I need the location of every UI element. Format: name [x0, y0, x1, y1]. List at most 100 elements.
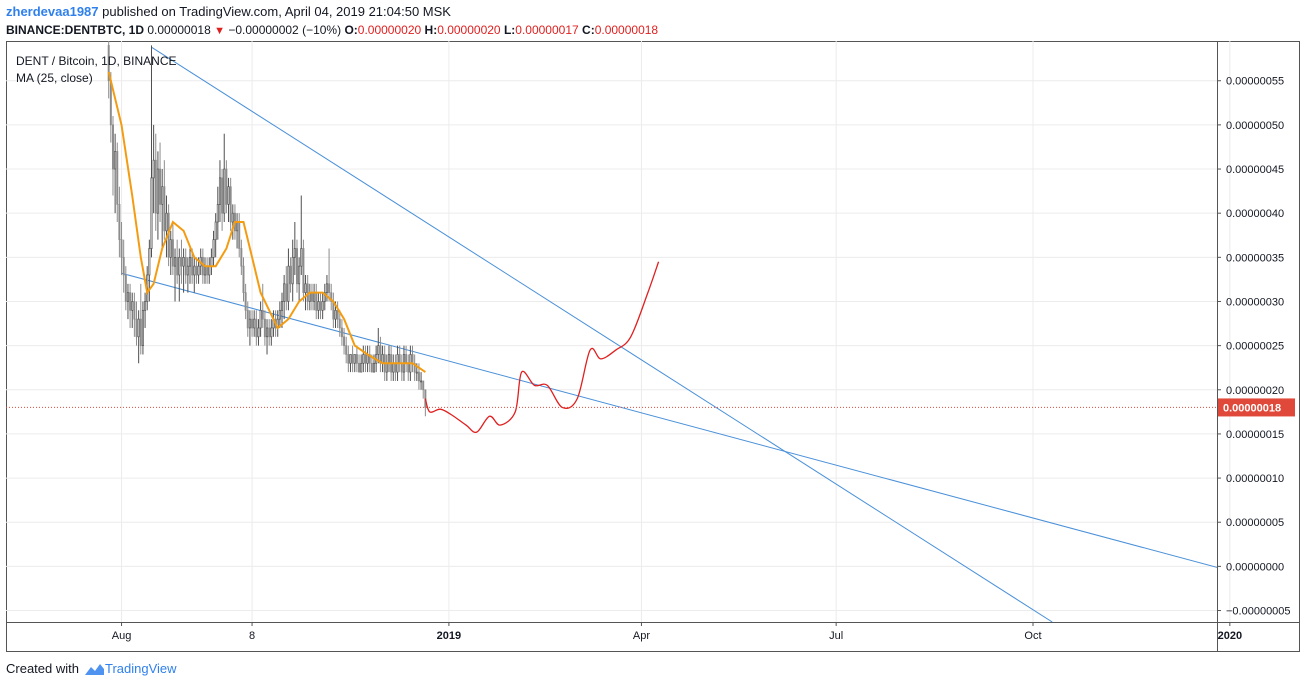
candle-body — [227, 186, 230, 205]
legend-symbol-title: DENT / Bitcoin, 1D, BINANCE — [16, 54, 177, 68]
candle-body — [422, 380, 425, 391]
price-change: −0.00000002 (−10%) — [228, 23, 342, 37]
ma-line — [107, 71, 426, 373]
candle-body — [210, 256, 213, 267]
tradingview-brand: TradingView — [104, 661, 177, 676]
ohlc-line: BINANCE:DENTBTC, 1D 0.00000018 ▼ −0.0000… — [6, 21, 1296, 39]
candle-body — [124, 274, 127, 302]
candle-body — [159, 168, 162, 205]
time-tick-label: 8 — [249, 630, 255, 642]
candle-body — [131, 301, 134, 311]
author-link[interactable]: zherdevaa1987 — [6, 4, 99, 19]
candle-body — [343, 336, 346, 346]
price-tick-label: 0.00000015 — [1226, 429, 1284, 441]
symbol-line: BINANCE:DENTBTC, 1D — [6, 23, 144, 37]
high-value: 0.00000020 — [437, 23, 501, 37]
candle-body — [246, 309, 249, 329]
price-tick-label: 0.00000020 — [1226, 385, 1284, 397]
candle-body — [304, 283, 307, 293]
candle-body — [387, 354, 390, 364]
candle-body — [405, 354, 408, 364]
candle-body — [321, 301, 324, 311]
candle-body — [109, 80, 112, 126]
candle-body — [353, 354, 356, 364]
footer: Created with TradingView — [6, 661, 177, 676]
candle-body — [287, 265, 290, 302]
candle-body — [176, 256, 179, 276]
candle-body — [203, 265, 206, 276]
candle-body — [186, 265, 189, 276]
candle-body — [165, 212, 168, 232]
candle-body — [379, 345, 382, 364]
trendline-lower — [121, 272, 1217, 568]
candle-body — [144, 301, 147, 311]
current-price-badge — [1218, 398, 1295, 417]
candle-body — [411, 354, 414, 364]
candle-body — [242, 265, 245, 293]
candle-body — [315, 292, 318, 311]
high-label: H: — [424, 23, 438, 37]
tradingview-logo[interactable]: TradingView — [83, 661, 177, 676]
candle-body — [281, 301, 283, 311]
chart-container[interactable]: −0.00000005 0.00000000 0.00000005 0.0000001… — [6, 41, 1300, 652]
candle-body — [355, 354, 358, 364]
candle-body — [257, 327, 260, 338]
time-tick-label: Apr — [633, 630, 650, 642]
candle-body — [285, 283, 288, 302]
candle-body — [358, 362, 361, 373]
candle-body — [300, 248, 303, 267]
candle-body — [156, 168, 159, 214]
candle-body — [139, 318, 142, 346]
candle-body — [122, 256, 125, 276]
candle-body — [107, 45, 110, 82]
candle-body — [114, 151, 117, 170]
candle-body — [189, 256, 191, 267]
plot-area — [6, 41, 1217, 622]
candle-body — [349, 354, 352, 364]
price-tick-label: 0.00000010 — [1226, 473, 1284, 485]
candle-body — [225, 168, 228, 205]
low-label: L: — [503, 23, 516, 37]
candle-body — [392, 362, 395, 373]
candle-body — [323, 292, 326, 302]
candle-body — [345, 345, 348, 355]
trendline-upper — [151, 46, 1053, 622]
candle-body — [364, 354, 367, 364]
candle-body — [195, 265, 198, 276]
candle-body — [161, 186, 164, 205]
candle-body — [415, 371, 418, 374]
candle-body — [169, 239, 172, 258]
candle-body — [330, 292, 333, 302]
chart-header: zherdevaa1987 published on TradingView.c… — [6, 3, 1296, 39]
candle-body — [313, 292, 316, 302]
candle-body — [360, 362, 363, 373]
candle-body — [319, 301, 322, 311]
candle-body — [182, 256, 185, 267]
candle-body — [221, 177, 224, 214]
down-arrow-icon: ▼ — [214, 25, 225, 37]
legend-indicator: MA (25, close) — [16, 71, 93, 85]
created-with-label: Created with — [6, 661, 79, 676]
candle-body — [368, 354, 371, 364]
candle-body — [212, 239, 215, 258]
candle-body — [137, 318, 140, 338]
candle-body — [148, 248, 151, 276]
grid — [6, 41, 1300, 652]
candle-body — [400, 362, 403, 373]
candle-body — [135, 318, 138, 338]
last-price: 0.00000018 — [147, 23, 211, 37]
chart-frame — [6, 41, 1300, 652]
candle-body — [347, 354, 350, 364]
candle-body — [268, 327, 271, 338]
candle-body — [154, 159, 157, 214]
candle-body — [208, 265, 211, 276]
candle-body — [184, 256, 187, 276]
candle-body — [163, 186, 166, 232]
open-value: 0.00000020 — [357, 23, 422, 37]
price-chart[interactable]: −0.00000005 0.00000000 0.00000005 0.0000001… — [6, 41, 1300, 652]
candle-body — [120, 239, 123, 258]
candle-body — [407, 362, 410, 373]
candle-body — [295, 248, 298, 285]
candle-body — [317, 301, 320, 311]
candle-body — [310, 292, 313, 302]
